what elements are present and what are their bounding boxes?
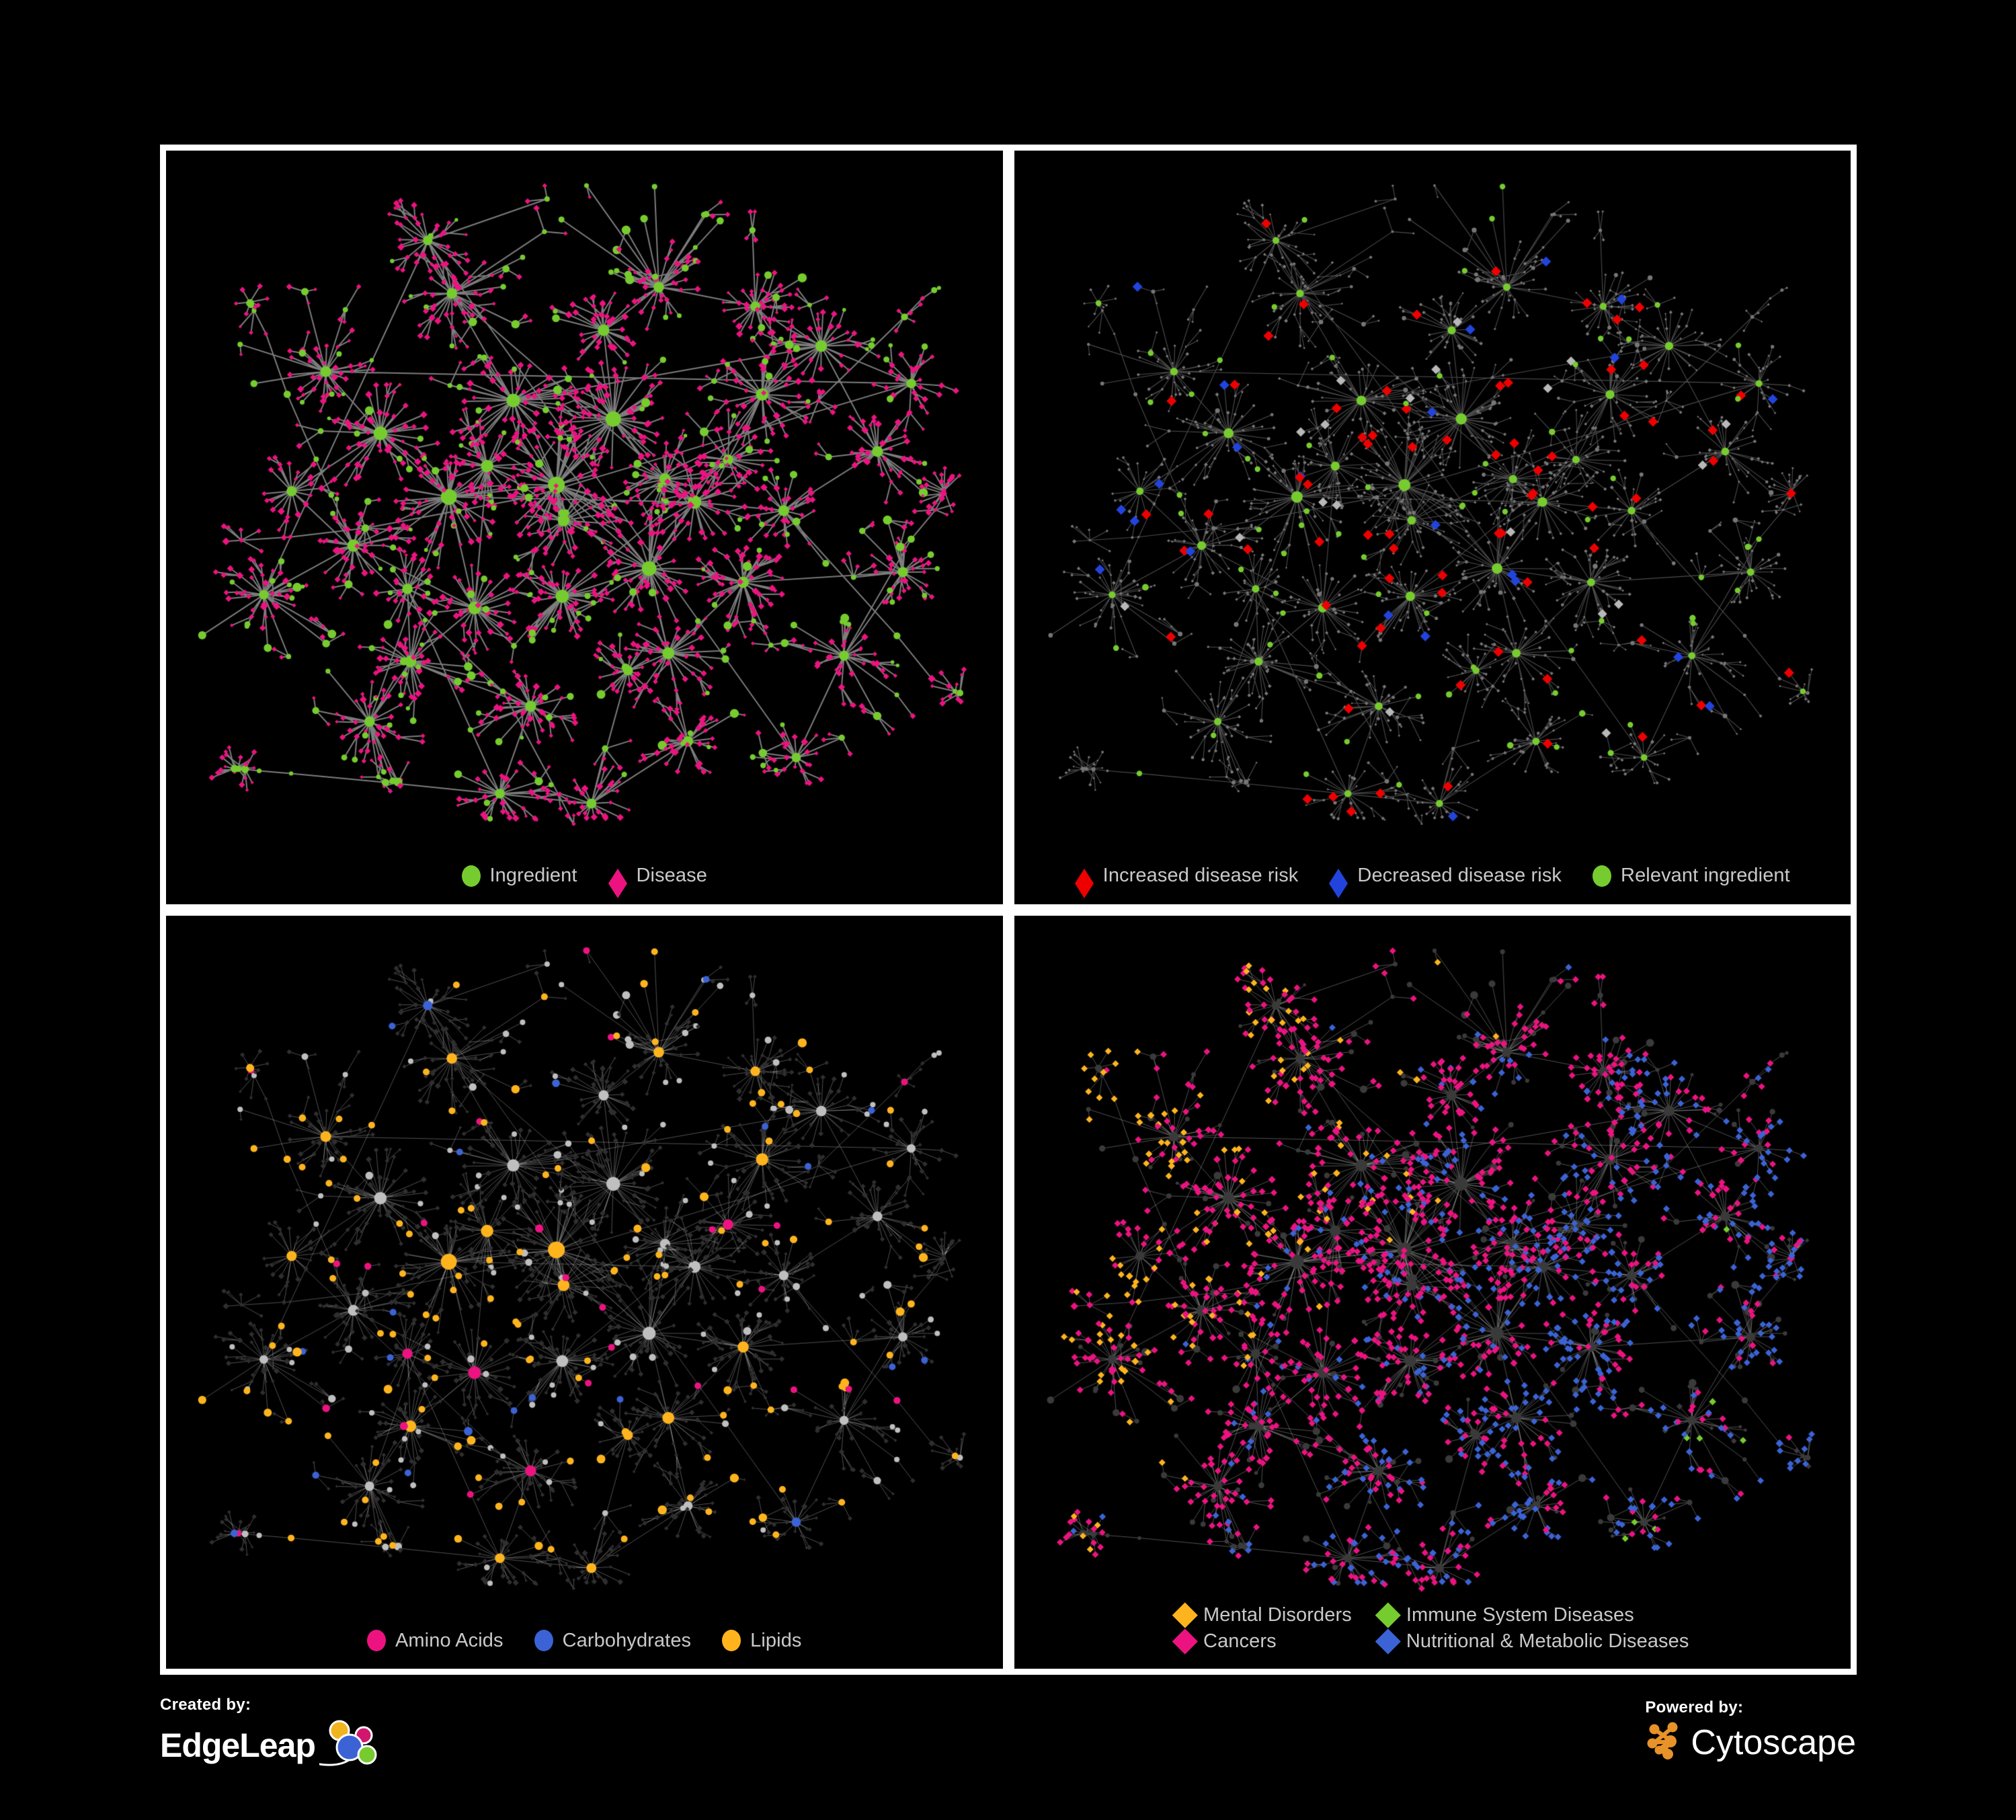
circle-swatch-icon — [1592, 865, 1612, 887]
legend-disease-class: Mental Disorders Immune System Diseases Ca… — [1149, 1602, 1716, 1655]
panel-ingredient-disease[interactable]: Ingredient Disease — [166, 151, 1003, 904]
network-canvas-ingredient-disease[interactable] — [166, 151, 1003, 904]
legend-item-increased-disease-risk: Increased disease risk — [1074, 865, 1299, 898]
diamond-tall-swatch-icon — [1074, 868, 1094, 898]
diamond-tall-swatch-icon — [1329, 868, 1348, 898]
diamond-swatch-icon — [1172, 1602, 1198, 1628]
circle-swatch-icon — [461, 865, 481, 887]
legend-item-decreased-disease-risk: Decreased disease risk — [1329, 865, 1562, 898]
network-canvas-disease-risk[interactable] — [1014, 151, 1851, 904]
legend-label: Decreased disease risk — [1357, 865, 1562, 886]
diamond-tall-swatch-icon — [608, 868, 627, 898]
legend-nutrient-class: Amino Acids Carbohydrates Lipids — [166, 1630, 1003, 1651]
legend-item-disease: Disease — [608, 865, 707, 898]
created-by-kicker: Created by: — [160, 1696, 251, 1714]
diamond-swatch-icon — [1375, 1602, 1401, 1628]
legend-item-nutritional-metabolic-diseases: Nutritional & Metabolic Diseases — [1375, 1628, 1689, 1655]
circle-swatch-icon — [722, 1630, 741, 1651]
legend-label: Nutritional & Metabolic Diseases — [1406, 1630, 1689, 1652]
legend-item-carbohydrates: Carbohydrates — [534, 1630, 692, 1651]
legend-item-ingredient: Ingredient — [461, 865, 577, 887]
figure-footer: Created by: EdgeLeap — [160, 1681, 1856, 1809]
legend-label: Mental Disorders — [1203, 1604, 1352, 1626]
powered-by-kicker: Powered by: — [1645, 1698, 1744, 1716]
panel-disease-class[interactable]: Mental Disorders Immune System Diseases Ca… — [1014, 915, 1851, 1669]
cytoscape-logo-icon — [1645, 1720, 1687, 1765]
legend-label: Relevant ingredient — [1621, 865, 1790, 886]
panel-grid: Ingredient Disease Increased disease risk… — [160, 145, 1857, 1675]
legend-label: Amino Acids — [395, 1629, 503, 1651]
legend-label: Increased disease risk — [1102, 865, 1299, 886]
legend-label: Disease — [636, 865, 707, 886]
legend-item-immune-system-diseases: Immune System Diseases — [1375, 1602, 1689, 1628]
circle-swatch-icon — [366, 1630, 386, 1651]
legend-item-cancers: Cancers — [1172, 1628, 1352, 1655]
created-by-brand: Created by: EdgeLeap — [160, 1696, 377, 1773]
legend-label: Ingredient — [489, 865, 577, 886]
legend-disease-risk: Increased disease risk Decreased disease … — [1014, 865, 1851, 898]
panel-nutrient-class[interactable]: Amino Acids Carbohydrates Lipids — [166, 915, 1003, 1669]
diamond-swatch-icon — [1375, 1628, 1401, 1655]
circle-swatch-icon — [534, 1630, 553, 1651]
powered-by-brand: Powered by: — [1645, 1698, 1856, 1765]
cytoscape-wordmark: Cytoscape — [1691, 1723, 1856, 1762]
edgeleap-wordmark: EdgeLeap — [160, 1726, 316, 1764]
legend-label: Cancers — [1203, 1630, 1277, 1652]
legend-item-mental-disorders: Mental Disorders — [1172, 1602, 1352, 1628]
network-canvas-disease-class[interactable] — [1014, 915, 1851, 1669]
panel-disease-risk[interactable]: Increased disease risk Decreased disease … — [1014, 151, 1851, 904]
legend-ingredient-disease: Ingredient Disease — [166, 865, 1003, 898]
network-canvas-nutrient-class[interactable] — [166, 915, 1003, 1669]
legend-item-amino-acids: Amino Acids — [366, 1629, 503, 1651]
edgeleap-network-logo-icon — [288, 1717, 377, 1773]
legend-item-relevant-ingredient: Relevant ingredient — [1592, 865, 1790, 887]
legend-label: Carbohydrates — [562, 1629, 692, 1651]
diamond-swatch-icon — [1172, 1628, 1198, 1655]
legend-label: Lipids — [750, 1629, 802, 1651]
legend-label: Immune System Diseases — [1406, 1604, 1634, 1626]
legend-item-lipids: Lipids — [722, 1630, 801, 1651]
